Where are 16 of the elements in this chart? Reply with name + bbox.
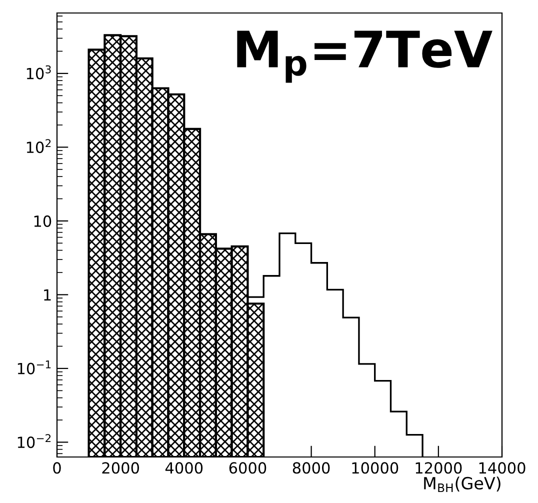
- x-tick-label: 6000: [229, 462, 266, 474]
- x-tick-label: 10000: [352, 462, 398, 474]
- x-tick-label: 8000: [292, 462, 330, 474]
- x-tick-label: 4000: [165, 462, 203, 474]
- annotation: M$_{p}$=7TeV: [237, 30, 492, 83]
- y-tick-label: 10$^{2}$: [26, 139, 51, 154]
- y-tick-label: 1: [44, 289, 51, 300]
- y-tick-label: 10: [34, 215, 52, 227]
- x-tick-label: 2000: [102, 462, 139, 474]
- x-tick-label: 12000: [416, 462, 462, 474]
- x-tick-label: 0: [53, 462, 61, 474]
- y-tick-label: 10$^{−2}$: [18, 434, 51, 448]
- x-tick-label: 14000: [479, 462, 526, 474]
- y-tick-label: 10$^{3}$: [26, 65, 51, 80]
- x-axis-title: M$_{BH}$(GeV): [424, 476, 500, 492]
- y-tick-label: 10$^{−1}$: [18, 360, 51, 374]
